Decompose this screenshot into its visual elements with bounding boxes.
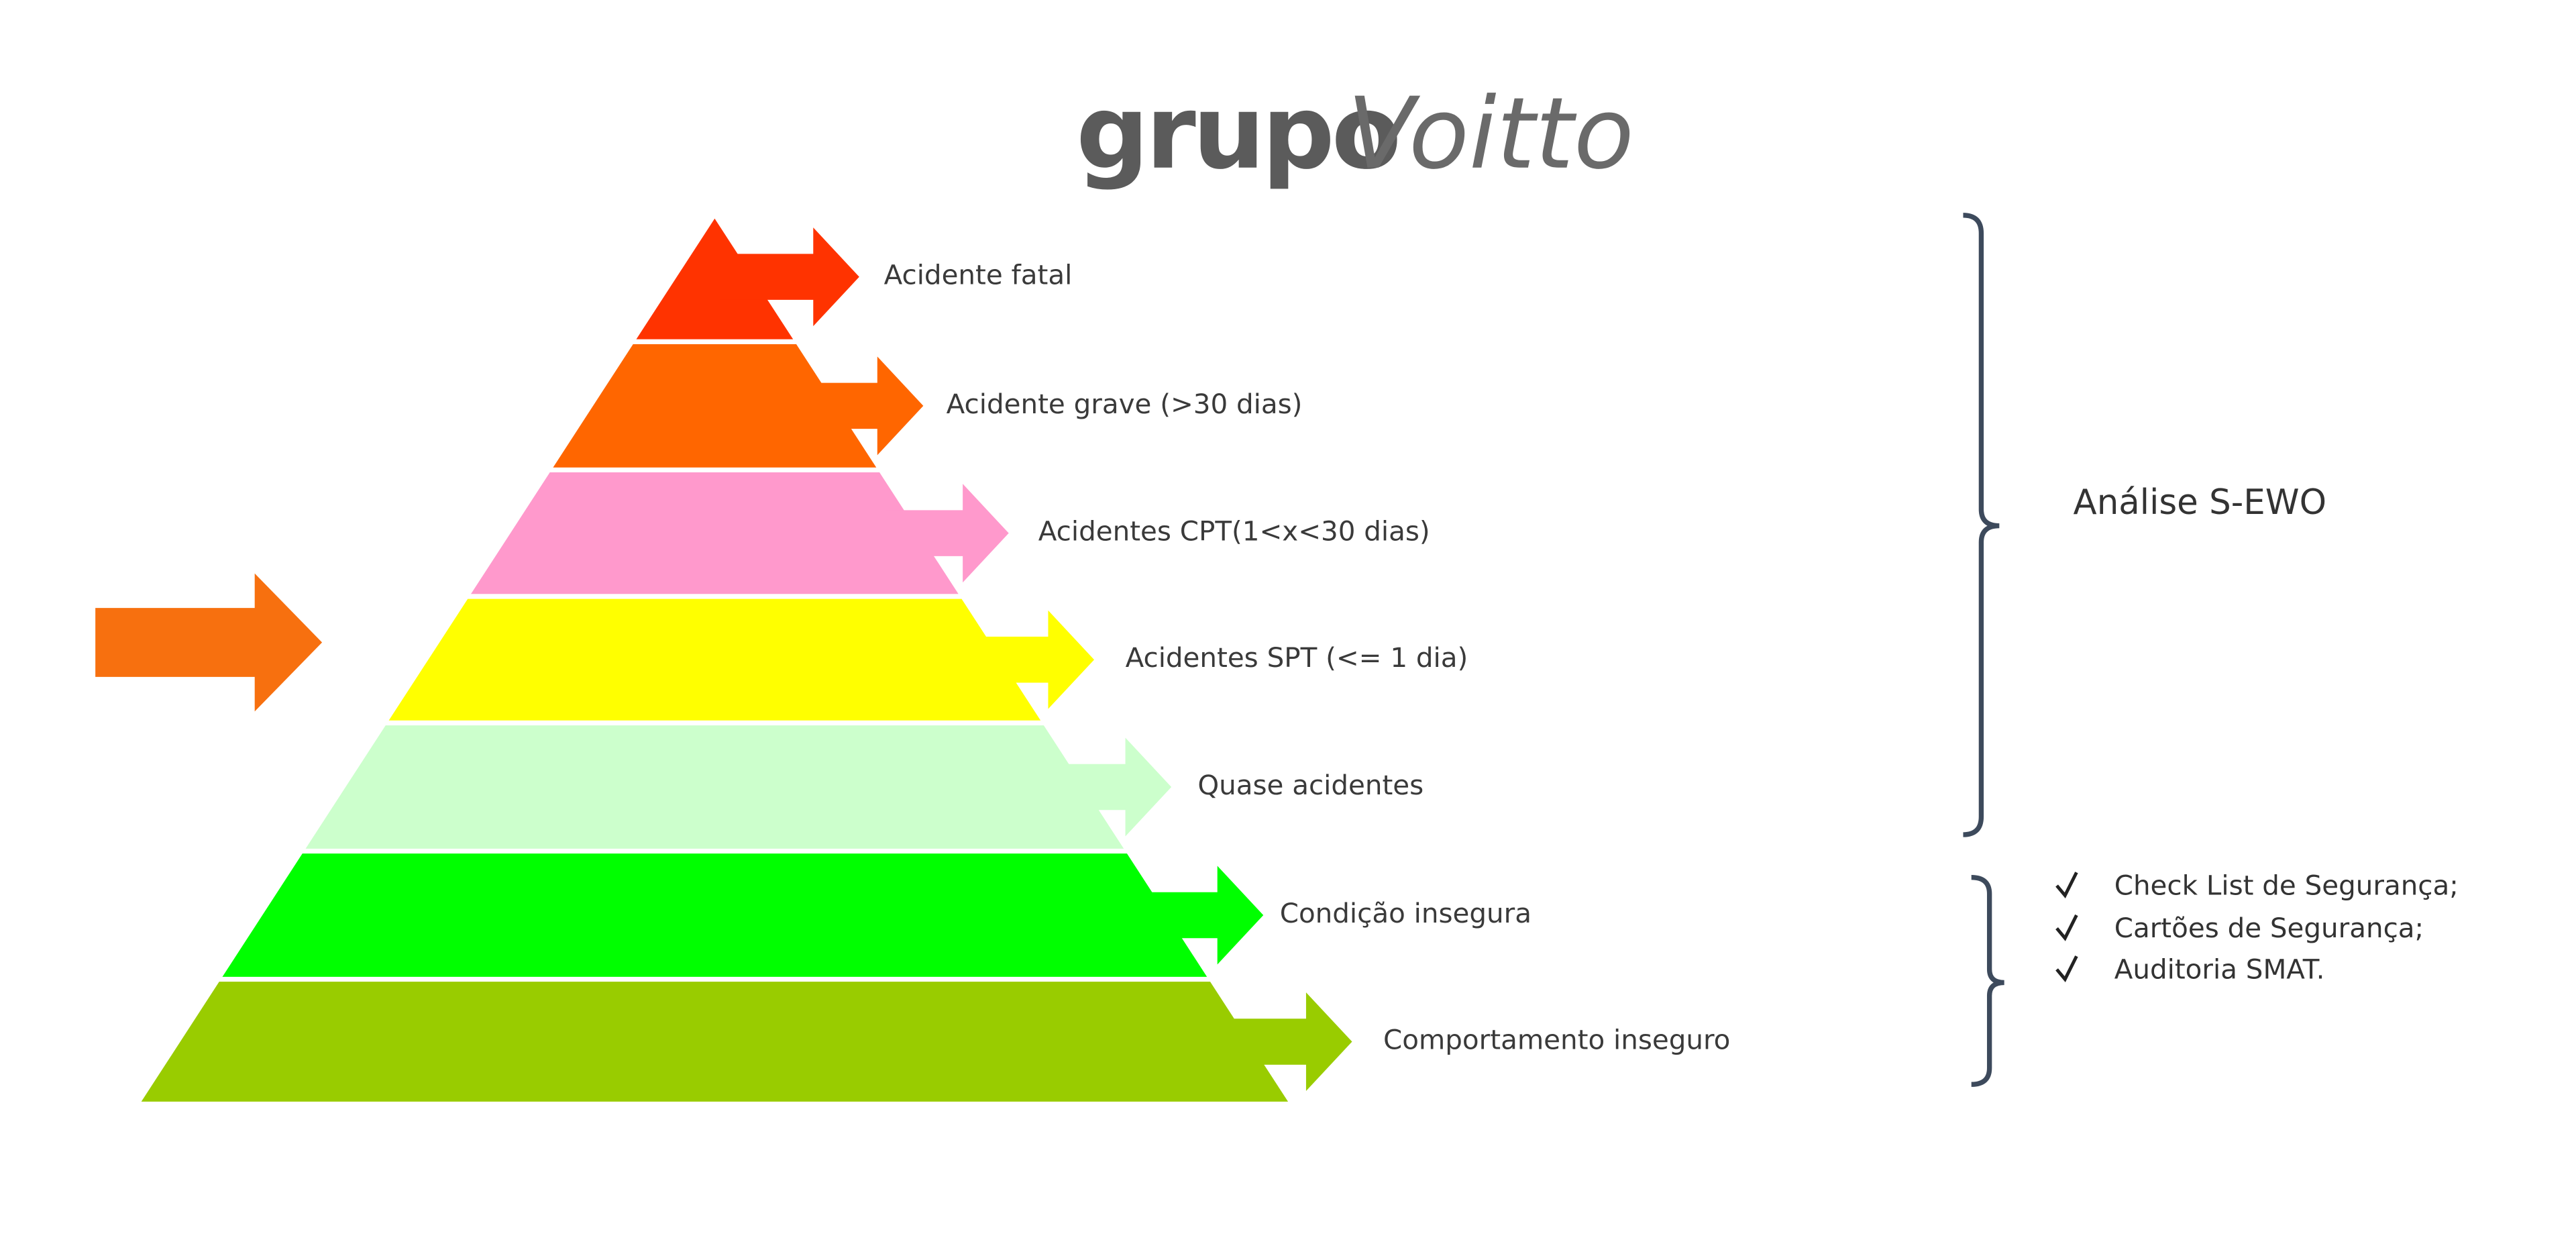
level-label: Acidentes SPT (<= 1 dia) <box>1126 641 1468 674</box>
pyramid-layer <box>553 344 877 468</box>
pyramid-level: Condição insegura <box>222 853 1532 977</box>
pyramid-layer <box>388 598 1041 721</box>
level-label: Comportamento inseguro <box>1383 1024 1730 1056</box>
level-arrow <box>803 356 924 456</box>
logo: grupo Voitto <box>1076 73 1634 192</box>
level-label: Acidentes CPT(1<x<30 dias) <box>1038 515 1430 547</box>
pyramid-layer <box>471 472 959 594</box>
check-icon <box>2055 914 2078 941</box>
pyramid-level: Quase acidentes <box>305 725 1424 849</box>
pyramid: Acidente fatal Acidente grave (>30 dias) A… <box>141 218 1730 1102</box>
pyramid-level: Acidentes SPT (<= 1 dia) <box>388 598 1468 721</box>
pyramid-level: Acidente grave (>30 dias) <box>553 344 1302 468</box>
pyramid-level: Acidentes CPT(1<x<30 dias) <box>471 472 1430 594</box>
checklist-item-label: Auditoria SMAT. <box>2114 953 2325 985</box>
level-label: Acidente fatal <box>884 259 1073 291</box>
pyramid-layer <box>305 725 1124 849</box>
check-icon <box>2055 872 2078 899</box>
analysis-brace <box>1963 213 2000 837</box>
analysis-label: Análise S-EWO <box>2074 482 2327 523</box>
checklist: Check List de Segurança; Cartões de Segur… <box>2055 869 2459 985</box>
pyramid-layer <box>141 982 1289 1102</box>
pyramid-level: Comportamento inseguro <box>141 982 1730 1102</box>
level-arrow <box>719 227 859 327</box>
level-arrow <box>1216 992 1352 1092</box>
pyramid-layer <box>222 853 1208 977</box>
checklist-item: Auditoria SMAT. <box>2055 953 2325 985</box>
logo-voitto: Voitto <box>1347 76 1634 191</box>
checklist-item-label: Cartões de Segurança; <box>2114 912 2424 944</box>
level-label: Acidente grave (>30 dias) <box>947 388 1303 420</box>
check-icon <box>2055 955 2078 982</box>
checklist-item: Cartões de Segurança; <box>2055 912 2424 944</box>
logo-grupo: grupo <box>1076 73 1398 192</box>
level-arrow <box>968 610 1095 709</box>
level-arrow <box>1134 866 1264 965</box>
left-arrow <box>95 573 323 712</box>
checklist-item-label: Check List de Segurança; <box>2114 869 2459 901</box>
pyramid-layer <box>636 218 794 340</box>
level-arrow <box>1051 737 1172 837</box>
checklist-item: Check List de Segurança; <box>2055 869 2459 901</box>
level-arrow <box>885 484 1009 583</box>
pyramid-level: Acidente fatal <box>636 218 1073 340</box>
level-label: Quase acidentes <box>1197 769 1424 801</box>
checklist-brace <box>1971 874 2004 1087</box>
level-label: Condição insegura <box>1280 897 1532 929</box>
